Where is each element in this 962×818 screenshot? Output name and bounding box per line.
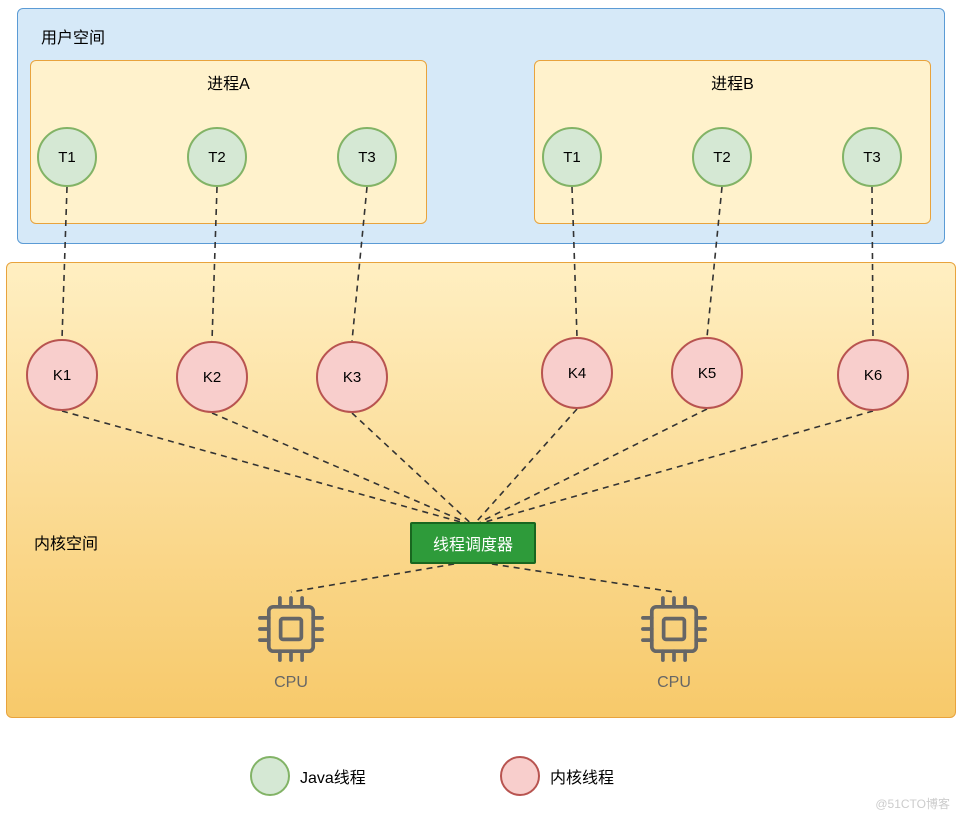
kernel-thread-node: K4 <box>541 337 613 409</box>
kernel-thread-node: K6 <box>837 339 909 411</box>
user-space-label: 用户空间 <box>41 24 105 48</box>
legend-item: 内核线程 <box>500 756 614 796</box>
process-label: 进程A <box>199 70 259 94</box>
java-thread-legend-icon <box>250 756 290 796</box>
cpu-icon <box>254 592 328 666</box>
java-thread-node: T3 <box>337 127 397 187</box>
legend-label: Java线程 <box>300 764 366 788</box>
java-thread-node: T2 <box>187 127 247 187</box>
cpu-label: CPU <box>654 674 694 692</box>
process-label: 进程B <box>703 70 763 94</box>
kernel-space-box <box>6 262 956 718</box>
legend-label: 内核线程 <box>550 764 614 788</box>
cpu-label: CPU <box>271 674 311 692</box>
kernel-thread-node: K1 <box>26 339 98 411</box>
java-thread-node: T2 <box>692 127 752 187</box>
java-thread-node: T1 <box>37 127 97 187</box>
java-thread-node: T3 <box>842 127 902 187</box>
kernel-thread-node: K5 <box>671 337 743 409</box>
legend-item: Java线程 <box>250 756 366 796</box>
kernel-space-label: 内核空间 <box>34 530 98 554</box>
kernel-thread-node: K2 <box>176 341 248 413</box>
java-thread-node: T1 <box>542 127 602 187</box>
scheduler-box: 线程调度器 <box>410 522 536 564</box>
watermark-text: @51CTO博客 <box>875 795 950 812</box>
kernel-thread-legend-icon <box>500 756 540 796</box>
kernel-thread-node: K3 <box>316 341 388 413</box>
cpu-icon <box>637 592 711 666</box>
